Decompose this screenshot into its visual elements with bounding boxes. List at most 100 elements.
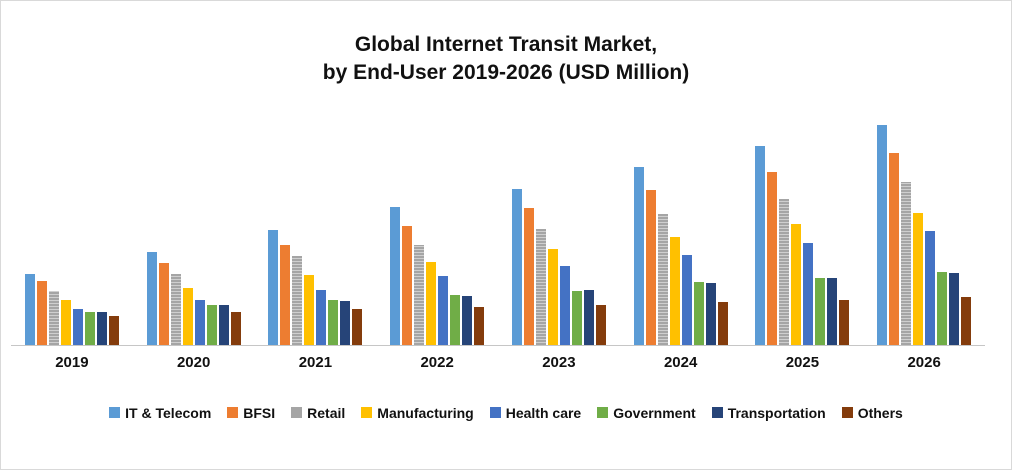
year-group-2025	[742, 108, 864, 345]
bar-others-2025	[839, 300, 850, 345]
bar-bfsi-2021	[280, 245, 291, 345]
bar-manufacturing-2022	[426, 262, 437, 345]
bar-manufacturing-2019	[60, 300, 71, 345]
bar-health-care-2022	[438, 276, 449, 345]
legend-item-transportation: Transportation	[711, 405, 826, 421]
bar-retail-2026	[901, 181, 912, 345]
bar-transportation-2023	[583, 289, 594, 345]
legend-item-others: Others	[841, 404, 903, 421]
chart-title-line1: Global Internet Transit Market,	[354, 33, 658, 56]
bar-bfsi-2019	[36, 281, 47, 345]
legend: IT & Telecom BFSI Retail Manufacturing Healt…	[1, 405, 1011, 421]
bar-manufacturing-2025	[791, 224, 802, 345]
bar-transportation-2019	[96, 311, 107, 345]
legend-label: Health care	[505, 404, 582, 421]
legend-item-bfsi: BFSI	[227, 405, 275, 421]
legend-label: Others	[857, 404, 903, 421]
bar-retail-2021	[292, 255, 303, 345]
x-axis-label-2024: 2024	[663, 353, 698, 371]
year-group-2023	[498, 108, 620, 345]
bar-others-2026	[961, 297, 972, 345]
bar-health-care-2023	[559, 266, 570, 345]
bar-transportation-2021	[340, 301, 351, 345]
x-axis-labels: 2019 2020 2021 2022 2023 2024 2025 2026	[11, 354, 985, 371]
year-group-2024	[620, 108, 742, 345]
legend-swatch-icon	[109, 407, 121, 419]
year-group-2026	[863, 108, 985, 345]
bar-manufacturing-2020	[182, 287, 193, 345]
year-group-2022	[376, 108, 498, 345]
x-axis-label-2025: 2025	[785, 353, 820, 371]
bar-health-care-2024	[681, 254, 692, 345]
legend-item-health-care: Health care	[489, 404, 582, 421]
bar-it-telecom-2025	[755, 145, 766, 345]
bar-manufacturing-2024	[669, 236, 680, 345]
bar-transportation-2022	[462, 296, 473, 345]
bar-government-2019	[84, 311, 95, 345]
bar-health-care-2025	[803, 243, 814, 345]
bar-others-2024	[717, 302, 728, 345]
year-group-2019	[11, 108, 133, 345]
bar-others-2020	[230, 311, 241, 345]
bar-others-2022	[474, 306, 485, 345]
bar-bfsi-2025	[767, 172, 778, 345]
legend-swatch-icon	[711, 407, 723, 419]
legend-item-manufacturing: Manufacturing	[361, 404, 474, 421]
bar-transportation-2024	[705, 283, 716, 345]
bar-manufacturing-2023	[547, 248, 558, 345]
bar-bfsi-2020	[158, 263, 169, 345]
bar-retail-2025	[779, 198, 790, 345]
plot-area	[11, 108, 985, 346]
bar-retail-2022	[414, 245, 425, 345]
bar-government-2022	[450, 295, 461, 345]
legend-swatch-icon	[361, 407, 373, 419]
x-axis-label-2026: 2026	[907, 353, 941, 371]
bar-transportation-2020	[218, 304, 229, 345]
bar-government-2026	[937, 271, 948, 345]
bar-retail-2024	[657, 213, 668, 345]
bar-health-care-2019	[72, 308, 83, 345]
bar-health-care-2021	[316, 289, 327, 345]
bar-it-telecom-2020	[146, 251, 157, 345]
legend-label: Manufacturing	[377, 404, 474, 421]
legend-item-retail: Retail	[291, 405, 345, 421]
bar-retail-2020	[170, 273, 181, 345]
bar-government-2021	[328, 300, 339, 345]
x-axis-label-2022: 2022	[420, 353, 454, 371]
bar-retail-2019	[48, 290, 59, 345]
bar-government-2024	[693, 282, 704, 345]
legend-swatch-icon	[227, 407, 239, 419]
bar-transportation-2026	[949, 272, 960, 345]
legend-swatch-icon	[841, 407, 853, 419]
legend-label: IT & Telecom	[125, 404, 212, 421]
year-group-2020	[133, 108, 255, 345]
legend-item-government: Government	[597, 404, 696, 421]
legend-label: Government	[613, 404, 696, 421]
bar-health-care-2026	[925, 230, 936, 345]
bar-health-care-2020	[194, 300, 205, 345]
bar-it-telecom-2019	[24, 273, 35, 345]
bar-manufacturing-2021	[304, 275, 315, 345]
bar-others-2023	[595, 304, 606, 345]
x-axis-label-2023: 2023	[542, 353, 576, 371]
bar-bfsi-2026	[889, 153, 900, 345]
x-axis-label-2020: 2020	[176, 353, 211, 371]
bar-government-2023	[571, 290, 582, 345]
x-axis-label-2021: 2021	[298, 353, 333, 371]
legend-label: Retail	[307, 404, 346, 421]
chart-title-line2: by End-User 2019-2026 (USD Million)	[322, 61, 690, 85]
bar-manufacturing-2026	[913, 212, 924, 345]
bar-government-2025	[815, 278, 826, 345]
x-axis-label-2019: 2019	[55, 353, 89, 371]
bar-transportation-2025	[827, 278, 838, 345]
bar-it-telecom-2023	[511, 189, 522, 345]
bar-government-2020	[206, 304, 217, 345]
bar-it-telecom-2022	[390, 207, 401, 345]
bar-bfsi-2024	[645, 190, 656, 345]
legend-item-it-telecom: IT & Telecom	[109, 405, 211, 421]
bar-bfsi-2022	[402, 226, 413, 345]
bar-retail-2023	[535, 229, 546, 345]
year-group-2021	[255, 108, 377, 345]
bar-bfsi-2023	[523, 208, 534, 345]
